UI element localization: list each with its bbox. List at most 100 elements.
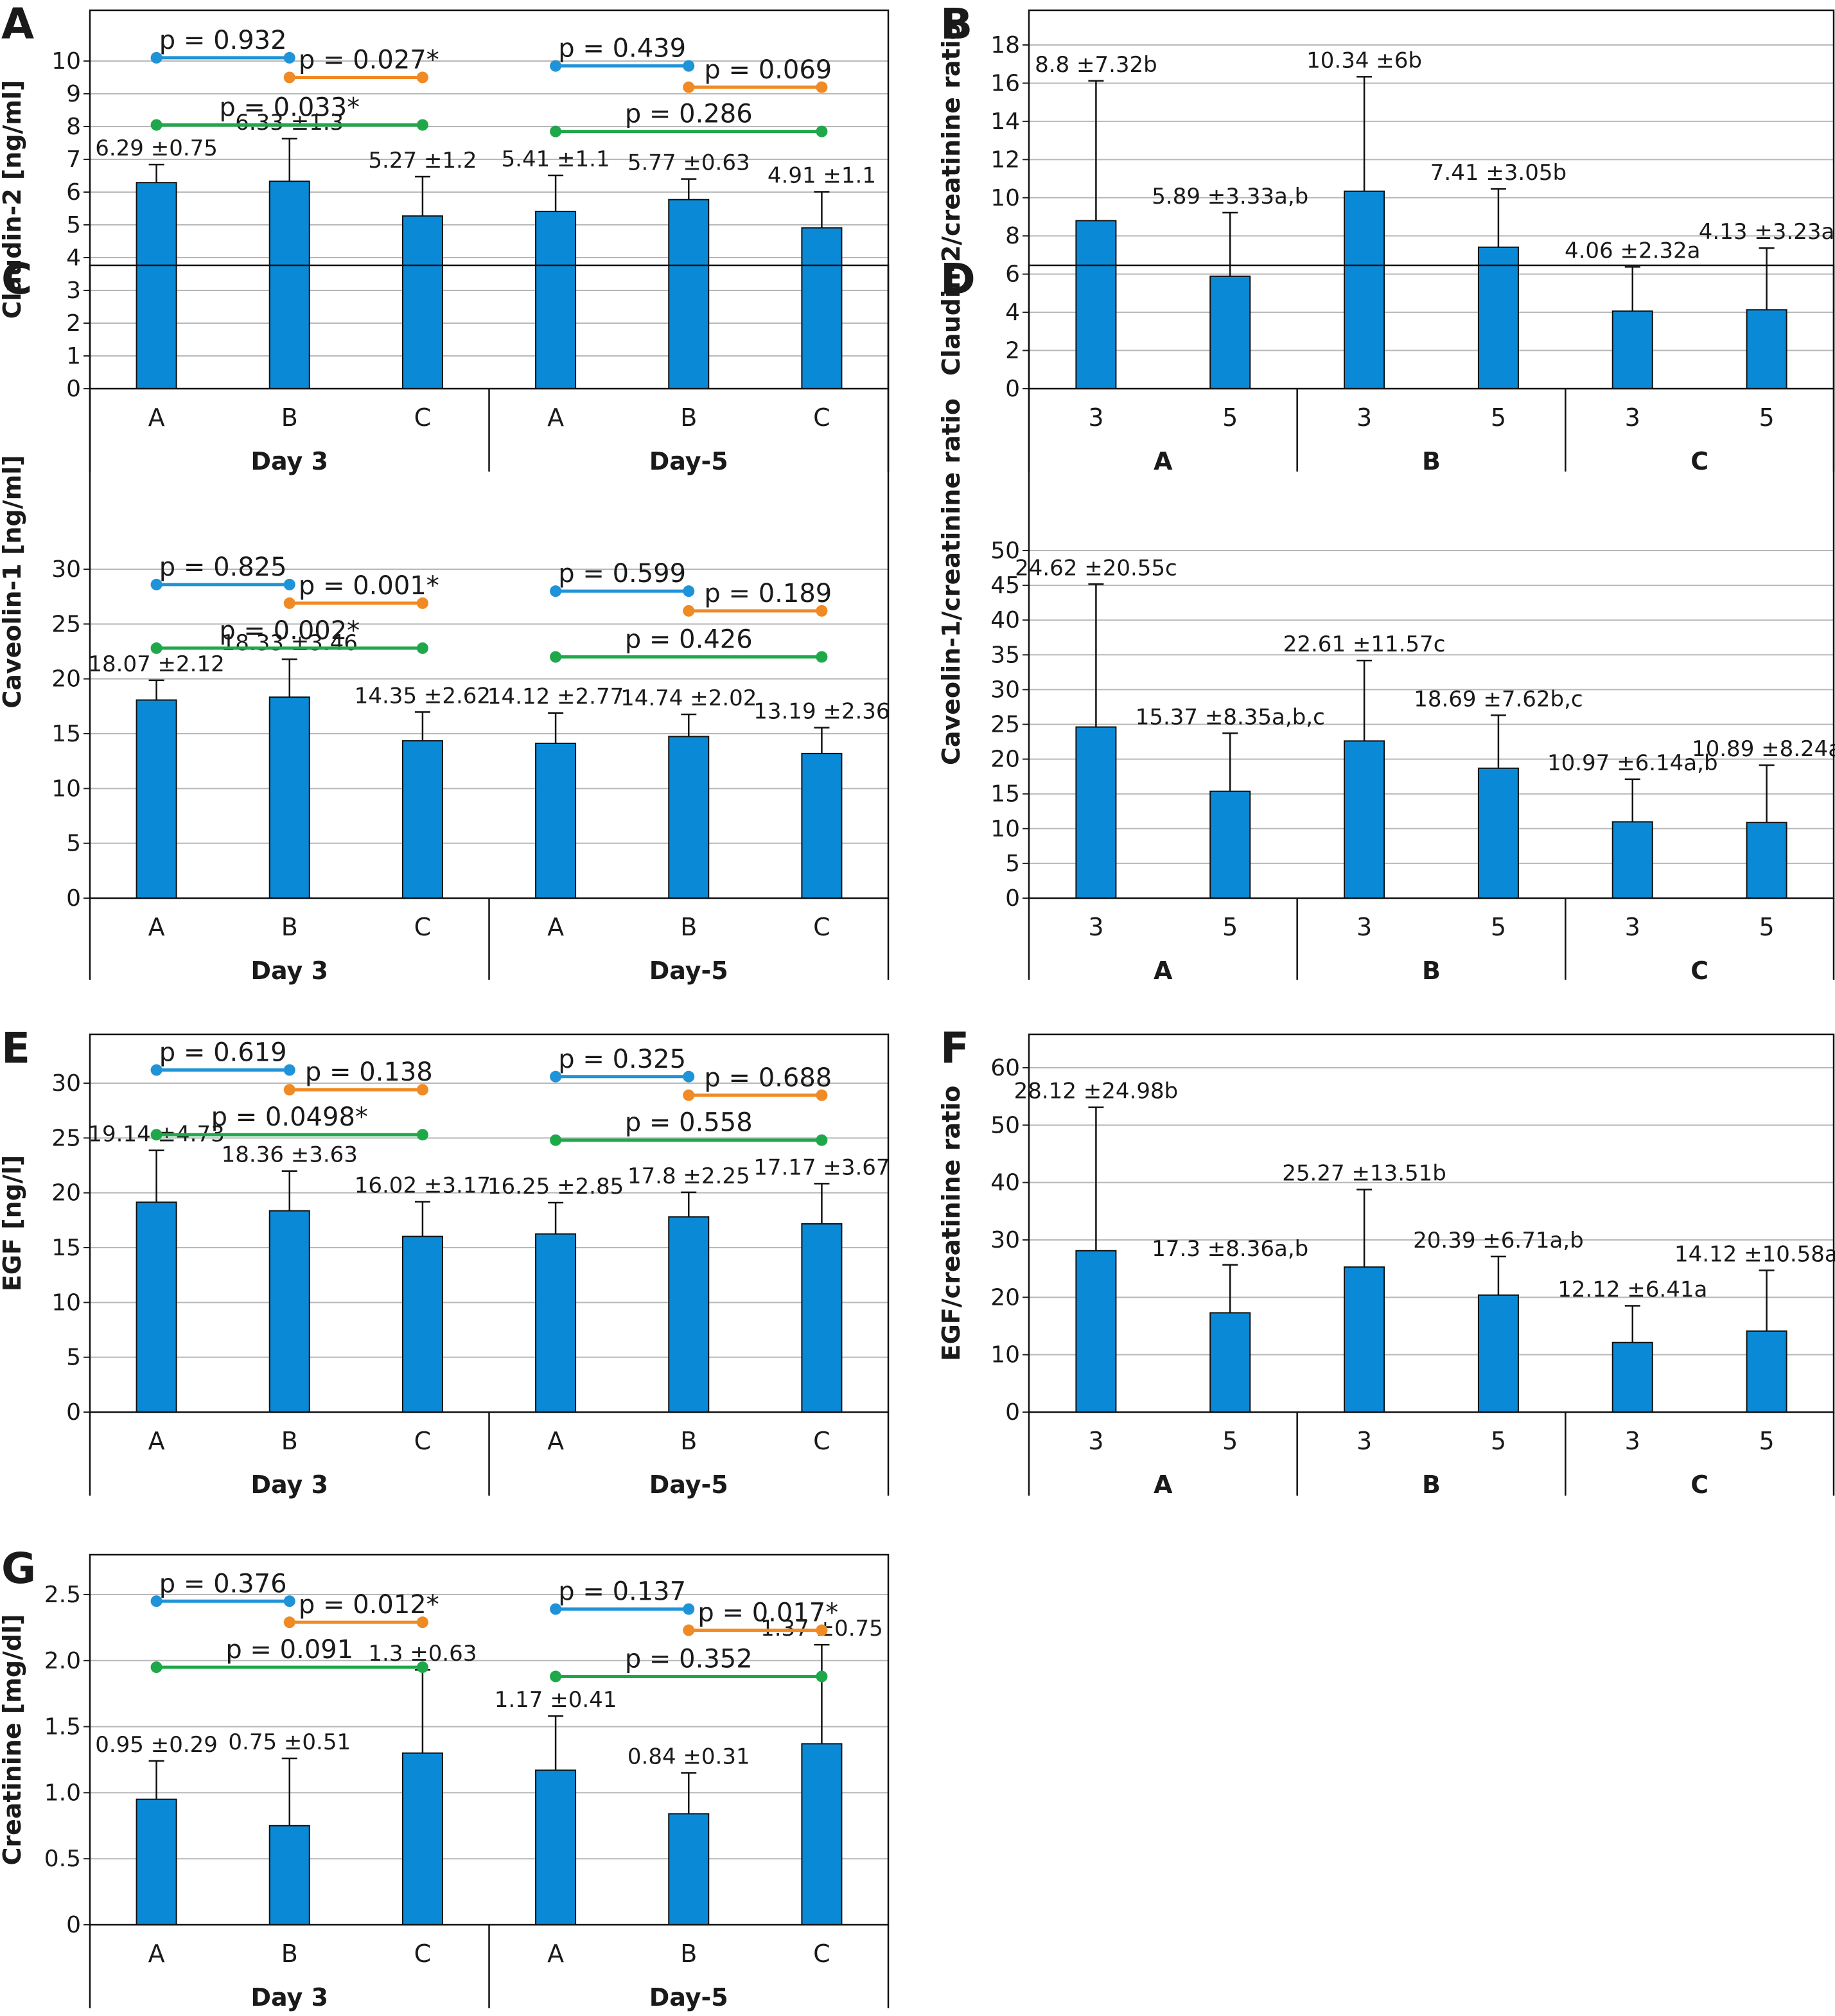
y-axis-label: Claudin-2/creatinine ratio [937, 23, 965, 376]
comparison-dot [416, 1661, 428, 1674]
y-tick-label: 2 [66, 310, 81, 337]
data-label: 4.13 ±3.23a [1699, 219, 1835, 245]
y-tick-label: 40 [990, 607, 1020, 633]
y-tick-label: 50 [990, 538, 1020, 564]
x-category-label: 5 [1222, 403, 1238, 432]
y-tick-label: 1 [66, 343, 81, 369]
data-label: 17.8 ±2.25 [628, 1163, 750, 1189]
comparison-dot [550, 125, 562, 137]
x-category-label: B [281, 1940, 298, 1968]
comparison-dot [283, 1595, 295, 1607]
y-tick-label: 1.0 [44, 1780, 81, 1806]
data-label: 13.19 ±2.36 [753, 699, 890, 725]
bar [1477, 1294, 1519, 1413]
data-label: 7.41 ±3.05b [1430, 160, 1567, 186]
y-tick-label: 20 [990, 1284, 1020, 1311]
bar [1477, 246, 1519, 389]
x-category-label: B [680, 403, 697, 432]
comparison-dot [816, 1670, 828, 1683]
plot-frame [1028, 1033, 1835, 1413]
y-tick-label: 10 [51, 48, 81, 75]
comparison-dot [550, 1134, 562, 1146]
comparison-dot [150, 578, 162, 590]
y-tick-label: 30 [990, 676, 1020, 703]
y-tick-label: 10 [51, 1289, 81, 1316]
data-label: 16.25 ±2.85 [487, 1174, 624, 1199]
comparison-dot [683, 1624, 695, 1636]
x-category-label: C [813, 1940, 830, 1968]
bar [668, 736, 710, 899]
x-group-label: B [1422, 447, 1441, 475]
bar [136, 1798, 177, 1925]
bar [535, 743, 577, 899]
p-value-label: p = 0.688 [704, 1063, 832, 1093]
y-tick-label: 20 [990, 747, 1020, 773]
plot-frame [1028, 9, 1835, 390]
x-group-label: Day-5 [649, 957, 728, 985]
y-tick-label: 20 [51, 666, 81, 693]
comparison-dot [283, 578, 295, 590]
x-category-label: C [414, 1940, 432, 1968]
y-tick-label: 10 [990, 1342, 1020, 1368]
y-tick-label: 2.5 [44, 1582, 81, 1608]
data-label: 15.37 ±8.35a,b,c [1136, 704, 1325, 730]
data-label: 22.61 ±11.57c [1283, 632, 1446, 657]
y-tick-label: 15 [51, 1235, 81, 1261]
y-tick-label: 30 [51, 1070, 81, 1097]
panel-a: A 0 1 2 3 4 5 6 7 8 9 10 Claudin-2 [ng/ml] 6.29 ±0.75… [0, 0, 890, 475]
data-label: 14.12 ±10.58a,b [1674, 1241, 1835, 1267]
x-group-label: Day-5 [649, 1471, 728, 1499]
bar [668, 199, 710, 389]
comparison-dot [683, 605, 695, 617]
y-tick-label: 8 [1005, 223, 1020, 249]
x-category-label: A [547, 1940, 564, 1968]
x-category-label: 3 [1356, 1427, 1372, 1455]
y-axis-label: EGF/creatinine ratio [937, 1086, 965, 1361]
y-tick-label: 0 [66, 885, 81, 912]
bar [801, 1223, 843, 1413]
x-category-label: 3 [1356, 913, 1372, 941]
y-tick-label: 60 [990, 1055, 1020, 1081]
data-label: 0.84 ±0.31 [628, 1744, 750, 1770]
bar [1611, 310, 1653, 390]
p-value-label: p = 0.325 [558, 1045, 686, 1074]
x-category-label: A [547, 403, 564, 432]
y-tick-label: 2 [1005, 338, 1020, 364]
y-tick-label: 20 [51, 1180, 81, 1207]
y-tick-label: 2.0 [44, 1648, 81, 1674]
comparison-dot [150, 1661, 162, 1674]
bar [1611, 1341, 1653, 1413]
p-value-label: p = 0.376 [159, 1569, 287, 1598]
comparison-dot [550, 1070, 562, 1083]
y-tick-label: 9 [66, 81, 81, 107]
comparison-dot [283, 71, 295, 84]
comparison-dot [550, 1670, 562, 1683]
comparison-dot [816, 125, 828, 137]
bar [535, 1233, 577, 1413]
p-value-label: p = 0.558 [625, 1108, 753, 1138]
y-tick-label: 12 [990, 146, 1020, 173]
panel-g: G 0 0.5 1.0 1.5 2.0 2.5 Creatinine [mg/dl] 0.95 … [0, 1544, 890, 2012]
p-value-label: p = 0.439 [558, 34, 686, 64]
x-category-label: 3 [1356, 403, 1372, 432]
x-category-label: A [547, 913, 564, 941]
data-label: 1.17 ±0.41 [495, 1687, 617, 1713]
p-value-label: p = 0.012* [299, 1590, 439, 1620]
x-group-label: A [1154, 957, 1173, 985]
y-tick-label: 18 [990, 32, 1020, 58]
data-label: 14.74 ±2.02 [620, 685, 757, 711]
bar [1611, 821, 1653, 899]
y-tick-label: 15 [990, 781, 1020, 808]
x-category-label: A [148, 1940, 165, 1968]
bar [1075, 726, 1117, 899]
comparison-dot [150, 119, 162, 131]
y-axis-label: Creatinine [mg/dl] [0, 1614, 26, 1865]
comparison-dot [816, 1089, 828, 1101]
panel-letter: D [940, 254, 976, 304]
data-label: 17.3 ±8.36a,b [1152, 1236, 1308, 1262]
x-group-label: Day-5 [649, 1983, 728, 2012]
bar [801, 1743, 843, 1925]
panel-letter: B [940, 0, 972, 49]
x-category-label: C [813, 913, 830, 941]
